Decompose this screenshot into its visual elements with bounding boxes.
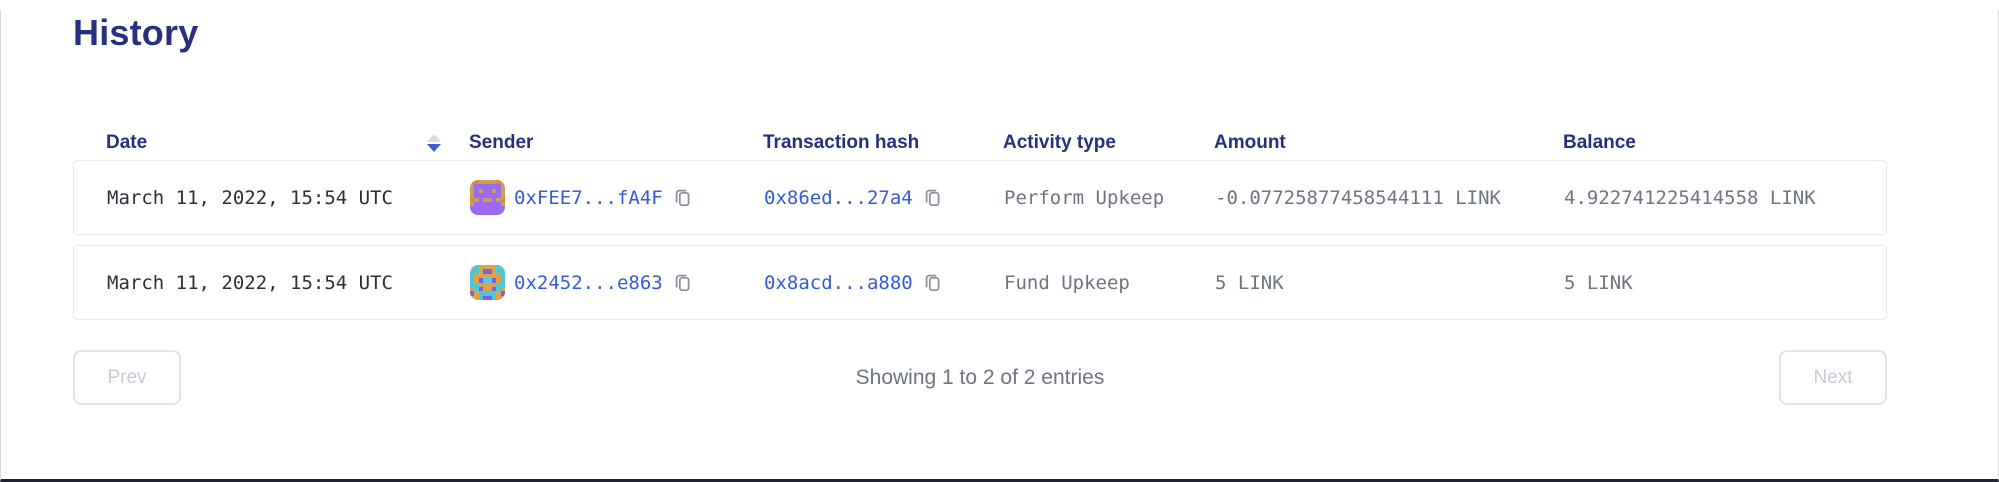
next-button[interactable]: Next xyxy=(1778,350,1887,405)
tx-hash-link[interactable]: 0x8acd...a880 xyxy=(764,271,913,294)
copy-icon[interactable] xyxy=(672,186,693,210)
tx-hash-link[interactable]: 0x86ed...27a4 xyxy=(764,186,913,209)
row-balance: 5 LINK xyxy=(1564,271,1633,294)
table-header-row: Date Sender Transaction hash Activity ty… xyxy=(73,126,1887,160)
pagination-bar: Prev Showing 1 to 2 of 2 entries Next xyxy=(73,350,1887,405)
sender-address-link[interactable]: 0xFEE7...fA4F xyxy=(514,186,663,209)
sender-avatar xyxy=(470,265,505,300)
row-sender: 0xFEE7...fA4F xyxy=(470,180,764,215)
column-header-activity-type: Activity type xyxy=(1003,132,1116,153)
row-tx-hash: 0x86ed...27a4 xyxy=(764,186,1004,210)
row-activity-type: Perform Upkeep xyxy=(1004,186,1165,209)
row-sender: 0x2452...e863 xyxy=(470,265,764,300)
column-header-date[interactable]: Date xyxy=(106,132,469,154)
row-date: March 11, 2022, 15:54 UTC xyxy=(107,186,393,209)
sender-address-link[interactable]: 0x2452...e863 xyxy=(514,271,663,294)
row-amount: -0.07725877458544111 LINK xyxy=(1215,186,1501,209)
table-row: March 11, 2022, 15:54 UTC 0x2452...e863 … xyxy=(73,245,1887,320)
column-header-amount: Amount xyxy=(1214,132,1286,153)
pagination-status: Showing 1 to 2 of 2 entries xyxy=(855,365,1105,389)
sort-desc-icon xyxy=(427,144,441,152)
table-row: March 11, 2022, 15:54 UTC 0xFEE7...fA4F … xyxy=(73,160,1887,235)
history-panel: { "page": { "title": "History" }, "color… xyxy=(0,10,1999,482)
column-header-balance: Balance xyxy=(1563,132,1636,153)
sender-avatar xyxy=(470,180,505,215)
page-title: History xyxy=(73,12,199,53)
column-header-date-label: Date xyxy=(106,132,148,153)
copy-icon[interactable] xyxy=(922,271,943,295)
history-table: Date Sender Transaction hash Activity ty… xyxy=(73,126,1887,320)
row-amount: 5 LINK xyxy=(1215,271,1284,294)
sort-asc-icon xyxy=(427,134,441,142)
column-header-sender: Sender xyxy=(469,132,534,153)
row-activity-type: Fund Upkeep xyxy=(1004,271,1130,294)
column-header-tx-hash: Transaction hash xyxy=(763,132,920,153)
row-tx-hash: 0x8acd...a880 xyxy=(764,271,1004,295)
sort-arrows-icon[interactable] xyxy=(427,134,441,152)
prev-button[interactable]: Prev xyxy=(73,350,181,405)
row-date: March 11, 2022, 15:54 UTC xyxy=(107,271,393,294)
row-balance: 4.922741225414558 LINK xyxy=(1564,186,1816,209)
copy-icon[interactable] xyxy=(922,186,943,210)
copy-icon[interactable] xyxy=(672,271,693,295)
